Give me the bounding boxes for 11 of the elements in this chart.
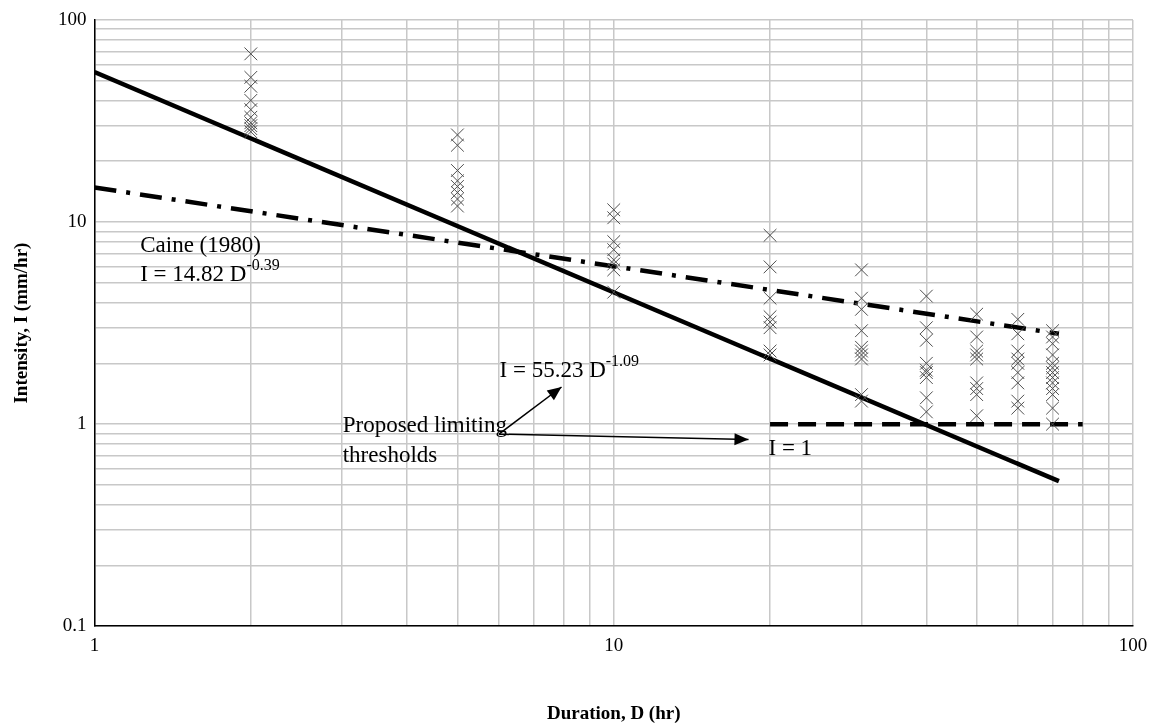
annotation: Proposed limiting thresholds	[342, 412, 508, 468]
y-tick-label: 0.1	[62, 614, 87, 636]
y-tick-label: 1	[77, 412, 87, 434]
y-tick-label: 100	[58, 7, 87, 29]
x-tick-label: 100	[1118, 633, 1148, 655]
annotation: I = 1	[768, 434, 813, 460]
y-tick-label: 10	[67, 210, 87, 232]
x-axis-title: Duration, D (hr)	[546, 701, 681, 724]
annotation: Caine (1980)	[140, 231, 261, 257]
x-tick-label: 10	[604, 633, 624, 655]
y-axis-title: Intensity, I (mm/hr)	[9, 242, 32, 404]
